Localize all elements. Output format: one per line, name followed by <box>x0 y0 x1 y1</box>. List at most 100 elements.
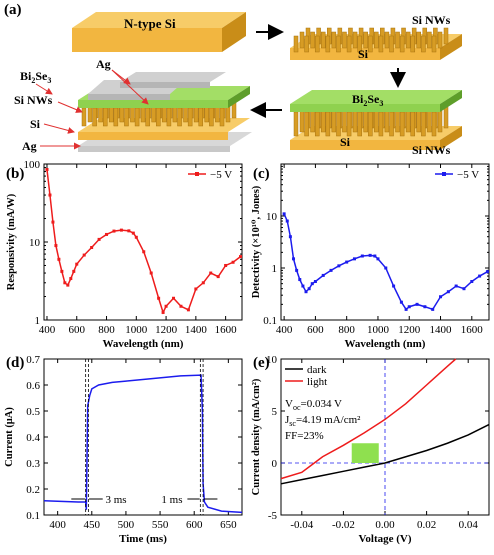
y-tick-label: 1 <box>272 263 278 275</box>
series-line <box>280 423 490 485</box>
data-point <box>105 232 109 236</box>
data-point <box>194 287 198 291</box>
nanowire <box>342 31 347 49</box>
data-point <box>407 305 411 309</box>
panel-c-label: (c) <box>253 166 270 182</box>
data-point <box>161 310 165 314</box>
bi2se3-stack-right <box>290 90 462 150</box>
data-point <box>186 308 190 312</box>
nanowire <box>304 35 309 53</box>
y-tick-label: -5 <box>268 510 278 522</box>
data-point <box>485 270 489 274</box>
y-tick-label: 0 <box>272 458 278 470</box>
nanowire <box>331 31 337 49</box>
nanowire <box>177 107 182 127</box>
data-point <box>224 263 228 267</box>
nanowire <box>399 111 405 137</box>
nanowire <box>410 35 416 53</box>
nanowire <box>410 111 416 137</box>
x-tick-label: 600 <box>307 324 324 336</box>
data-point <box>282 212 286 216</box>
annotation-label: 1 ms <box>161 494 182 506</box>
data-point <box>72 269 76 273</box>
y-tick-label: 10 <box>266 355 278 366</box>
y-tick-label: 0.6 <box>26 380 40 392</box>
ag-bottom-label: Ag <box>22 139 37 153</box>
data-point <box>307 287 311 291</box>
y-tick-label: 0.7 <box>26 355 40 366</box>
data-point <box>179 304 183 308</box>
jv-chart: -0.04 -0.02 0.00 0.02 0.04 -5 0 5 10 Voltage (V) C… <box>251 354 490 545</box>
data-point <box>304 290 308 294</box>
data-point <box>201 281 205 285</box>
data-point <box>127 229 131 233</box>
data-point <box>239 255 243 259</box>
nanowire <box>325 111 331 137</box>
data-point <box>149 271 153 275</box>
panel-e-label: (e) <box>253 355 270 371</box>
bi2se3-right-label: Bi2Se3 <box>352 92 383 108</box>
x-axis-label: Wavelength (nm) <box>345 338 426 350</box>
y-tick-label: 5 <box>272 406 278 418</box>
nanowire <box>368 35 373 53</box>
plot-frame <box>280 163 490 321</box>
ntype-si-slab <box>72 12 246 52</box>
nanowire <box>134 107 140 127</box>
schematic-diagram: N-type Si Si NWs Si Bi2Se3 Si Si NWs <box>14 12 462 157</box>
data-point <box>295 268 299 272</box>
data-point <box>75 262 79 266</box>
y-axis-label: Current (μA) <box>4 407 15 467</box>
x-tick-label: 800 <box>98 324 115 336</box>
si-nws-right-label: Si NWs <box>412 143 451 157</box>
nanowire <box>209 107 214 127</box>
data-point <box>66 283 70 287</box>
data-point <box>142 250 146 254</box>
data-point <box>337 264 341 268</box>
data-point <box>97 237 101 241</box>
x-tick-label: 800 <box>338 324 355 336</box>
nanowire <box>113 107 119 127</box>
x-tick-label: 1400 <box>430 324 453 336</box>
nanowire <box>378 111 384 137</box>
nanowire <box>156 107 161 127</box>
nanowire <box>384 31 390 49</box>
nanowire <box>405 31 411 49</box>
data-point <box>353 257 357 261</box>
nanowire <box>431 111 437 137</box>
fill-factor-box <box>351 443 379 463</box>
data-point <box>431 307 435 311</box>
x-tick-label: -0.02 <box>332 519 355 531</box>
plot-frame <box>43 358 243 516</box>
x-tick-label: 1600 <box>215 324 238 336</box>
nanowire <box>368 111 373 137</box>
nanowire <box>437 31 443 49</box>
x-tick-label: 1000 <box>125 324 148 336</box>
x-tick-label: 1200 <box>398 324 421 336</box>
si-nws-left-label: Si NWs <box>14 93 53 107</box>
nanowire <box>198 107 204 127</box>
nanowire <box>310 31 315 49</box>
y-axis-label: Current density (mA/cm²) <box>251 378 262 495</box>
nanowire <box>416 31 422 49</box>
nanowire <box>325 35 331 53</box>
data-point <box>392 284 396 288</box>
detectivity-chart: 400 600 800 1000 1200 1400 1600 0.1 1 10 Wavelengt… <box>251 163 490 350</box>
data-point <box>288 235 292 239</box>
si-nws-top-label: Si NWs <box>412 13 451 27</box>
series-line <box>280 358 457 480</box>
nanowire <box>378 35 384 53</box>
x-axis-label: Voltage (V) <box>358 533 411 545</box>
x-tick-label: 0.00 <box>375 519 395 531</box>
nanowire <box>102 107 108 127</box>
data-point <box>310 282 314 286</box>
nanowire <box>363 31 368 49</box>
x-axis-label: Wavelength (nm) <box>103 338 184 350</box>
x-tick-label: 0.04 <box>459 519 479 531</box>
data-point <box>54 244 58 248</box>
data-point <box>112 229 116 233</box>
y-tick-label: 100 <box>24 160 41 171</box>
x-tick-label: 1400 <box>185 324 208 336</box>
legend-label: dark <box>307 364 327 376</box>
x-tick-label: 0.02 <box>417 519 436 531</box>
data-point <box>172 296 176 300</box>
